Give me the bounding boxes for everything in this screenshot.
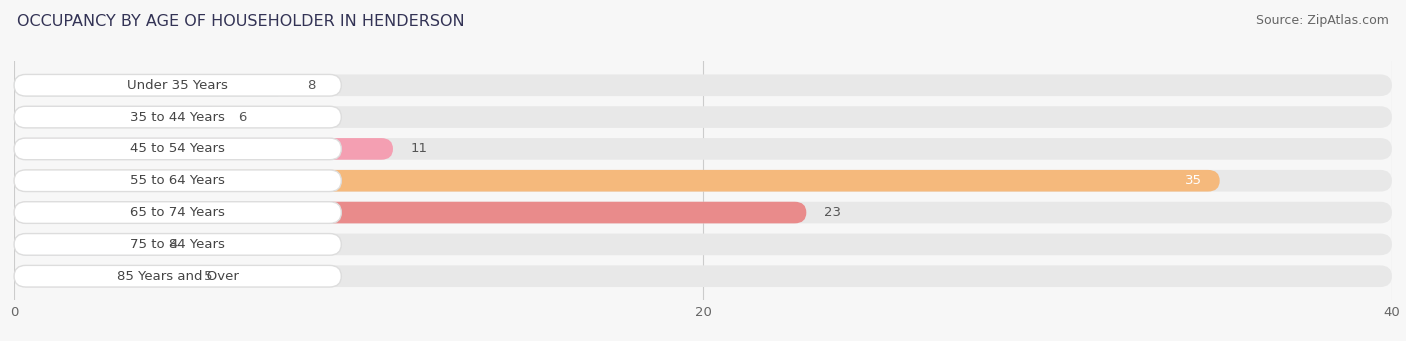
Text: 45 to 54 Years: 45 to 54 Years [131, 143, 225, 155]
FancyBboxPatch shape [14, 106, 1392, 128]
FancyBboxPatch shape [14, 170, 1219, 192]
FancyBboxPatch shape [14, 74, 290, 96]
Text: 35 to 44 Years: 35 to 44 Years [131, 110, 225, 123]
FancyBboxPatch shape [14, 106, 221, 128]
Text: Under 35 Years: Under 35 Years [128, 79, 228, 92]
Text: Source: ZipAtlas.com: Source: ZipAtlas.com [1256, 14, 1389, 27]
FancyBboxPatch shape [14, 170, 1392, 192]
Text: 5: 5 [204, 270, 212, 283]
FancyBboxPatch shape [14, 265, 342, 287]
FancyBboxPatch shape [14, 202, 1392, 223]
Text: 75 to 84 Years: 75 to 84 Years [131, 238, 225, 251]
FancyBboxPatch shape [14, 234, 152, 255]
FancyBboxPatch shape [14, 202, 342, 223]
Text: 11: 11 [411, 143, 427, 155]
Text: 4: 4 [169, 238, 177, 251]
Text: OCCUPANCY BY AGE OF HOUSEHOLDER IN HENDERSON: OCCUPANCY BY AGE OF HOUSEHOLDER IN HENDE… [17, 14, 464, 29]
FancyBboxPatch shape [14, 138, 342, 160]
FancyBboxPatch shape [14, 138, 1392, 160]
Text: 55 to 64 Years: 55 to 64 Years [131, 174, 225, 187]
FancyBboxPatch shape [14, 170, 342, 192]
FancyBboxPatch shape [14, 234, 342, 255]
Text: 8: 8 [307, 79, 315, 92]
FancyBboxPatch shape [14, 74, 1392, 96]
Text: 23: 23 [824, 206, 841, 219]
FancyBboxPatch shape [14, 202, 807, 223]
Text: 65 to 74 Years: 65 to 74 Years [131, 206, 225, 219]
Text: 6: 6 [238, 110, 246, 123]
FancyBboxPatch shape [14, 265, 1392, 287]
FancyBboxPatch shape [14, 138, 394, 160]
FancyBboxPatch shape [14, 265, 186, 287]
FancyBboxPatch shape [14, 234, 1392, 255]
FancyBboxPatch shape [14, 106, 342, 128]
Text: 35: 35 [1185, 174, 1202, 187]
Text: 85 Years and Over: 85 Years and Over [117, 270, 239, 283]
FancyBboxPatch shape [14, 74, 342, 96]
